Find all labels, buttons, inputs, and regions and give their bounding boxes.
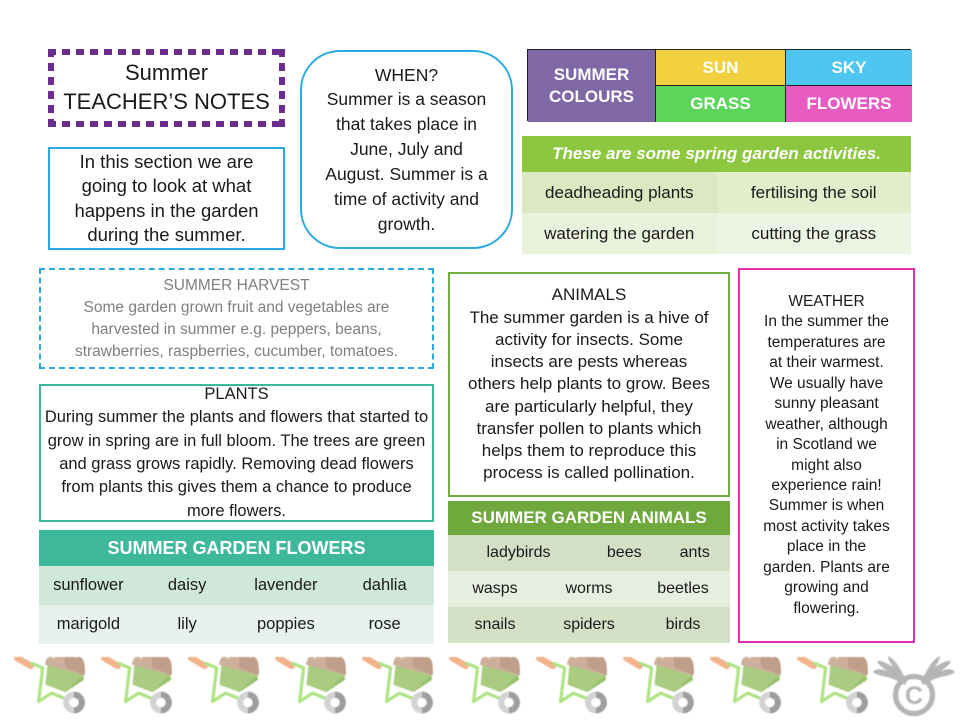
svg-text:C: C <box>905 682 923 710</box>
